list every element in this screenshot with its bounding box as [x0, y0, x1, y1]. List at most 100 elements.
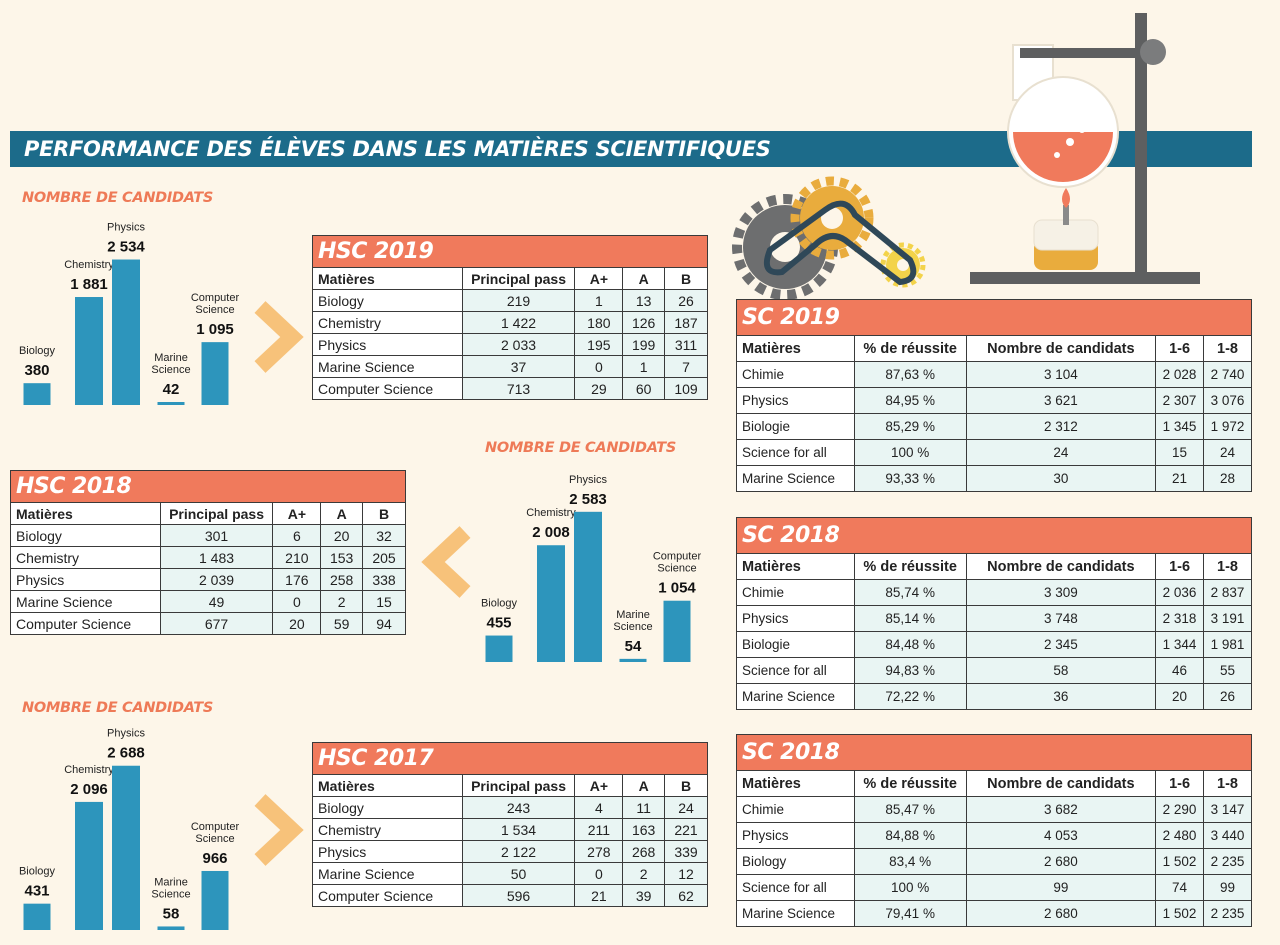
- table-cell: 99: [1203, 874, 1252, 901]
- bar-marine-science: [157, 402, 185, 405]
- column-header-a: A+: [272, 502, 322, 525]
- table-cell: 2 122: [461, 840, 576, 863]
- bar-value-label: 455: [486, 615, 511, 632]
- table-cell: 4 053: [965, 822, 1157, 849]
- row-label: Computer Science: [312, 377, 463, 400]
- table-cell: 219: [461, 289, 576, 312]
- bar-category-label: Computer Science: [191, 292, 240, 316]
- table-cell: 84,88 %: [853, 822, 967, 849]
- table-cell: 50: [461, 862, 576, 885]
- table-cell: 28: [1203, 465, 1252, 492]
- row-label: Biologie: [736, 413, 855, 440]
- table-cell: 1: [574, 289, 624, 312]
- bar-category-label: Chemistry: [64, 259, 114, 271]
- bar-marine-science: [619, 658, 647, 662]
- bar-category-label: Chemistry: [64, 764, 114, 776]
- table-row: Computer Science 596 21 39 62: [312, 884, 708, 907]
- bar-chemistry: [75, 297, 103, 405]
- table-cell: 3 682: [965, 796, 1157, 823]
- column-header-mati-res: Matières: [312, 267, 463, 290]
- row-label: Marine Science: [10, 590, 161, 613]
- table-sc-2019: SC 2019 Matières% de réussite Nombre de ca…: [736, 299, 1252, 492]
- table-cell: 187: [664, 311, 708, 334]
- row-label: Biologie: [736, 631, 855, 658]
- table-cell: 3 191: [1203, 605, 1252, 632]
- table-cell: 6: [272, 524, 322, 547]
- table-cell: 1 344: [1155, 631, 1205, 658]
- table-cell: 1 534: [461, 818, 576, 841]
- bar-marine-science: [157, 926, 185, 930]
- chevron-left-icon: [421, 526, 471, 598]
- column-header-1-8: 1-8: [1203, 553, 1252, 580]
- table-cell: 7: [664, 355, 708, 378]
- row-label: Computer Science: [312, 884, 463, 907]
- table-cell: 2 345: [965, 631, 1157, 658]
- bar-category-label: Chemistry: [526, 507, 576, 519]
- table-cell: 176: [272, 568, 322, 591]
- bar-category-label: Biology: [481, 598, 518, 610]
- table-cell: 85,14 %: [853, 605, 967, 632]
- chart3-title: NOMBRE DE CANDIDATS: [22, 700, 213, 716]
- table-cell: 2: [320, 590, 364, 613]
- table-cell: 37: [461, 355, 576, 378]
- table-row: Chimie 85,47 % 3 682 2 290 3 147: [736, 796, 1252, 823]
- column-header-1-6: 1-6: [1155, 770, 1205, 797]
- chart1-title: NOMBRE DE CANDIDATS: [22, 190, 213, 206]
- table-cell: 99: [965, 874, 1157, 901]
- table-cell: 3 621: [965, 387, 1157, 414]
- table-cell: 163: [622, 818, 666, 841]
- bar-value-label: 58: [163, 905, 180, 922]
- bar-category-label: Computer Science: [653, 551, 702, 575]
- table-cell: 338: [362, 568, 406, 591]
- column-header-1-6: 1-6: [1155, 553, 1205, 580]
- table-cell: 258: [320, 568, 364, 591]
- table-title: HSC 2017: [312, 742, 708, 775]
- table-cell: 60: [622, 377, 666, 400]
- table-cell: 2: [622, 862, 666, 885]
- table-cell: 3 440: [1203, 822, 1252, 849]
- bar-value-label: 1 881: [70, 276, 108, 293]
- row-label: Physics: [312, 840, 463, 863]
- table-cell: 85,29 %: [853, 413, 967, 440]
- table-cell: 199: [622, 333, 666, 356]
- table-hsc-2018: HSC 2018 Matières Principal pass A+ A B Biolog…: [10, 470, 406, 635]
- row-label: Marine Science: [312, 355, 463, 378]
- bar-value-label: 42: [163, 381, 180, 398]
- bar-value-label: 2 008: [532, 524, 570, 541]
- table-cell: 26: [664, 289, 708, 312]
- table-row: Biologie 85,29 % 2 312 1 345 1 972: [736, 413, 1252, 440]
- table-cell: 26: [1203, 683, 1252, 710]
- table-cell: 13: [622, 289, 666, 312]
- bar-value-label: 2 096: [70, 781, 108, 798]
- column-header-1-6: 1-6: [1155, 335, 1205, 362]
- table-title: HSC 2018: [10, 470, 406, 503]
- row-label: Biology: [312, 796, 463, 819]
- table-cell: 74: [1155, 874, 1205, 901]
- table-cell: 195: [574, 333, 624, 356]
- table-cell: 1: [622, 355, 666, 378]
- table-cell: 20: [320, 524, 364, 547]
- table-cell: 24: [965, 439, 1157, 466]
- table-row: Science for all 100 % 99 74 99: [736, 874, 1252, 901]
- table-cell: 2 033: [461, 333, 576, 356]
- column-header-a: A+: [574, 774, 624, 797]
- table-cell: 153: [320, 546, 364, 569]
- table-cell: 210: [272, 546, 322, 569]
- bar-category-label: Computer Science: [191, 821, 240, 845]
- table-cell: 205: [362, 546, 406, 569]
- row-label: Science for all: [736, 439, 855, 466]
- bar-biology: [485, 635, 513, 662]
- row-label: Computer Science: [10, 612, 161, 635]
- table-cell: 58: [965, 657, 1157, 684]
- table-cell: 36: [965, 683, 1157, 710]
- table-cell: 2 312: [965, 413, 1157, 440]
- table-cell: 2 235: [1203, 848, 1252, 875]
- bar-physics: [112, 765, 140, 930]
- table-row: Chemistry 1 534 211 163 221: [312, 818, 708, 841]
- burner-icon: [1033, 188, 1099, 270]
- table-cell: 1 972: [1203, 413, 1252, 440]
- table-title: HSC 2019: [312, 235, 708, 268]
- table-row: Physics 2 039 176 258 338: [10, 568, 406, 591]
- table-row: Marine Science 50 0 2 12: [312, 862, 708, 885]
- column-header-mati-res: Matières: [10, 502, 161, 525]
